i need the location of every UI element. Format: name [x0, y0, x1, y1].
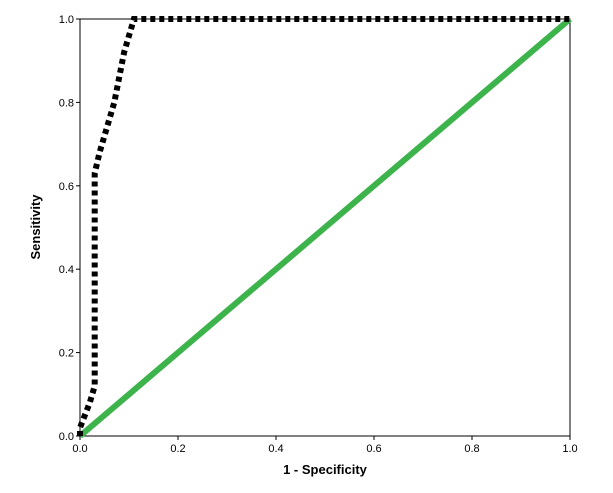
- reference-diagonal-line: [78, 16, 572, 439]
- x-tick-label: 0.8: [464, 443, 479, 455]
- y-tick-label: 0.6: [59, 181, 74, 193]
- x-tick-label: 0.2: [170, 443, 185, 455]
- ticks-layer: 0.0 0.2 0.4 0.6 0.8 1.0 0.0 0.2 0.4 0.6 0.8 1.0: [59, 14, 578, 455]
- x-tick-label: 0.4: [268, 443, 283, 455]
- roc-curve-line: [77, 16, 570, 436]
- y-tick-label: 0.2: [59, 348, 74, 360]
- y-tick-label: 0.0: [59, 431, 74, 443]
- series-layer: [77, 16, 572, 439]
- y-axis-title: Sensitivity: [28, 194, 43, 260]
- y-tick-label: 0.8: [59, 97, 74, 109]
- x-axis-title: 1 - Specificity: [283, 462, 368, 477]
- y-tick-label: 0.4: [59, 264, 74, 276]
- x-tick-label: 0.0: [72, 443, 87, 455]
- x-tick-label: 1.0: [562, 443, 577, 455]
- y-tick-label: 1.0: [59, 14, 74, 26]
- x-tick-label: 0.6: [366, 443, 381, 455]
